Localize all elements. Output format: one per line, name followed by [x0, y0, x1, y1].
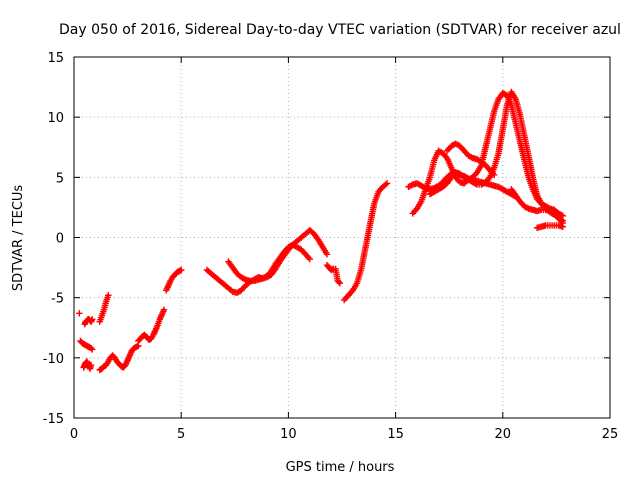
y-axis-label: SDTVAR / TECUs — [11, 185, 26, 292]
series-arc7 — [135, 306, 168, 345]
series-arc19 — [533, 222, 567, 232]
series-arc13 — [340, 180, 391, 304]
series-arc17 — [443, 140, 498, 179]
data-point — [323, 251, 331, 258]
grid — [74, 57, 610, 418]
series-arc1 — [76, 310, 83, 317]
y-tick-label: 5 — [56, 171, 64, 186]
plot-frame — [73, 56, 611, 419]
series-arc8 — [162, 266, 185, 294]
data-point — [87, 361, 95, 369]
x-tick-label: 10 — [280, 427, 297, 442]
data-point — [87, 345, 95, 352]
data-point — [89, 346, 96, 353]
x-axis-label: GPS time / hours — [286, 460, 395, 475]
x-tick-label: 15 — [387, 427, 404, 442]
x-tick-label: 20 — [495, 427, 512, 442]
y-tick-label: -5 — [51, 292, 64, 307]
x-tick-label: 0 — [70, 427, 78, 442]
series-arc5 — [96, 292, 112, 325]
data-point — [105, 292, 112, 299]
series-arc14 — [409, 89, 567, 220]
series-arc4 — [81, 316, 96, 328]
data-point — [491, 171, 498, 179]
data-point — [336, 280, 344, 287]
series-arc16 — [426, 169, 519, 200]
data-point — [335, 278, 342, 286]
y-tick-label: -15 — [43, 412, 64, 427]
series-arc2 — [80, 358, 95, 372]
data-point — [160, 306, 168, 313]
series-arc11 — [306, 227, 331, 258]
data-point — [455, 170, 462, 178]
data-point — [420, 184, 428, 191]
y-tick-label: 0 — [56, 232, 64, 247]
data-point — [523, 204, 531, 212]
data-point — [383, 180, 391, 187]
y-tick-label: 15 — [47, 51, 64, 66]
y-tick-label: -10 — [43, 352, 64, 367]
y-tick-label: 10 — [47, 111, 64, 126]
data-point — [76, 310, 83, 317]
data-point — [463, 174, 471, 181]
series-arc12 — [323, 261, 344, 287]
data-point — [240, 275, 248, 283]
data-point — [468, 154, 475, 161]
data-point — [306, 255, 314, 263]
data-point — [178, 266, 185, 274]
data-point — [559, 223, 567, 230]
data-points — [76, 88, 567, 374]
x-tick-label: 5 — [177, 427, 185, 442]
series-arc3 — [77, 337, 96, 353]
chart-title: Day 050 of 2016, Sidereal Day-to-day VTE… — [59, 22, 621, 38]
data-point — [408, 182, 415, 189]
series-arc6 — [96, 342, 142, 374]
x-tick-label: 25 — [602, 427, 619, 442]
series-arc15 — [405, 88, 567, 224]
axes: 0 5 10 15 20 25 -15 -10 -5 0 5 10 15 — [43, 51, 619, 442]
series-arc18 — [508, 186, 567, 227]
series-arc10 — [225, 241, 314, 285]
data-point — [382, 181, 389, 188]
data-point — [89, 316, 96, 323]
